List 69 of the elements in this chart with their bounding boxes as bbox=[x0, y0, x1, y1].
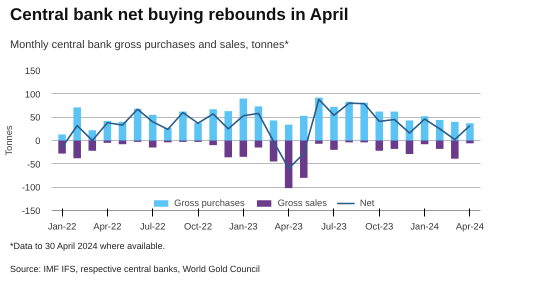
bar bbox=[300, 116, 308, 140]
bar bbox=[376, 140, 384, 151]
x-tick-label: Oct-22 bbox=[184, 222, 212, 232]
y-tick-label: 100 bbox=[24, 89, 41, 100]
bar bbox=[209, 140, 217, 146]
chart-subtitle: Monthly central bank gross purchases and sales, tonnes* bbox=[10, 39, 289, 52]
bar bbox=[330, 140, 338, 150]
bar bbox=[224, 140, 232, 158]
bar bbox=[451, 140, 459, 159]
bar bbox=[420, 140, 428, 144]
bar bbox=[284, 124, 292, 140]
bar bbox=[254, 106, 262, 140]
bar bbox=[164, 128, 172, 140]
x-tick-label: Jul-23 bbox=[321, 222, 347, 232]
bar bbox=[134, 108, 142, 140]
x-tick-label: Jul-22 bbox=[140, 222, 166, 232]
bar bbox=[315, 98, 323, 140]
bar bbox=[284, 140, 292, 188]
x-tick-label: Jan-24 bbox=[410, 222, 439, 232]
bar bbox=[360, 102, 368, 140]
bar bbox=[390, 112, 398, 140]
bar bbox=[406, 140, 414, 154]
bar bbox=[315, 140, 323, 144]
y-tick-label: 150 bbox=[24, 66, 41, 76]
bar bbox=[73, 140, 81, 158]
bar bbox=[179, 112, 187, 140]
bar bbox=[466, 123, 474, 140]
x-tick-label: Apr-22 bbox=[93, 222, 122, 232]
bar bbox=[148, 140, 156, 148]
y-tick-label: 0 bbox=[35, 136, 41, 146]
bar bbox=[209, 109, 217, 140]
y-tick-label: -50 bbox=[27, 159, 40, 170]
bar bbox=[420, 116, 428, 140]
x-tick-label: Jan-22 bbox=[48, 222, 76, 232]
bar bbox=[224, 111, 232, 140]
legend-label: Gross purchases bbox=[174, 198, 245, 208]
legend-label: Net bbox=[360, 198, 376, 208]
bar bbox=[436, 140, 444, 149]
y-tick-label: -100 bbox=[22, 182, 40, 193]
bar bbox=[270, 140, 278, 162]
bar bbox=[73, 107, 81, 140]
bar bbox=[88, 140, 96, 151]
bar bbox=[240, 98, 248, 140]
y-tick-label: 50 bbox=[30, 112, 41, 123]
bar bbox=[330, 106, 338, 140]
x-tick-label: Jan-23 bbox=[229, 222, 258, 232]
source-note: Source: IMF IFS, respective central banks, World Gold Council bbox=[10, 264, 260, 274]
bar bbox=[270, 120, 278, 140]
bar bbox=[376, 112, 384, 140]
text: *Data to 30 April 2024 where available. bbox=[10, 241, 166, 252]
bar bbox=[390, 140, 398, 149]
bar bbox=[118, 140, 126, 144]
x-tick-label: Oct-23 bbox=[365, 222, 394, 232]
x-tick-label: Apr-24 bbox=[456, 222, 484, 232]
bar bbox=[194, 122, 202, 140]
legend-label: Gross sales bbox=[278, 198, 327, 208]
bar bbox=[240, 140, 248, 157]
bar bbox=[118, 122, 126, 140]
bar bbox=[466, 140, 474, 144]
bar bbox=[254, 140, 262, 148]
bar bbox=[436, 120, 444, 140]
x-tick-label: Apr-23 bbox=[274, 222, 303, 232]
bar bbox=[148, 114, 156, 140]
line-series bbox=[61, 98, 471, 170]
y-tick-label: -150 bbox=[22, 206, 40, 216]
chart-title: Central bank net buying rebounds in April bbox=[10, 5, 348, 25]
y-axis-title: Tonnes bbox=[4, 125, 14, 156]
bar bbox=[58, 134, 66, 140]
bar bbox=[345, 102, 353, 140]
